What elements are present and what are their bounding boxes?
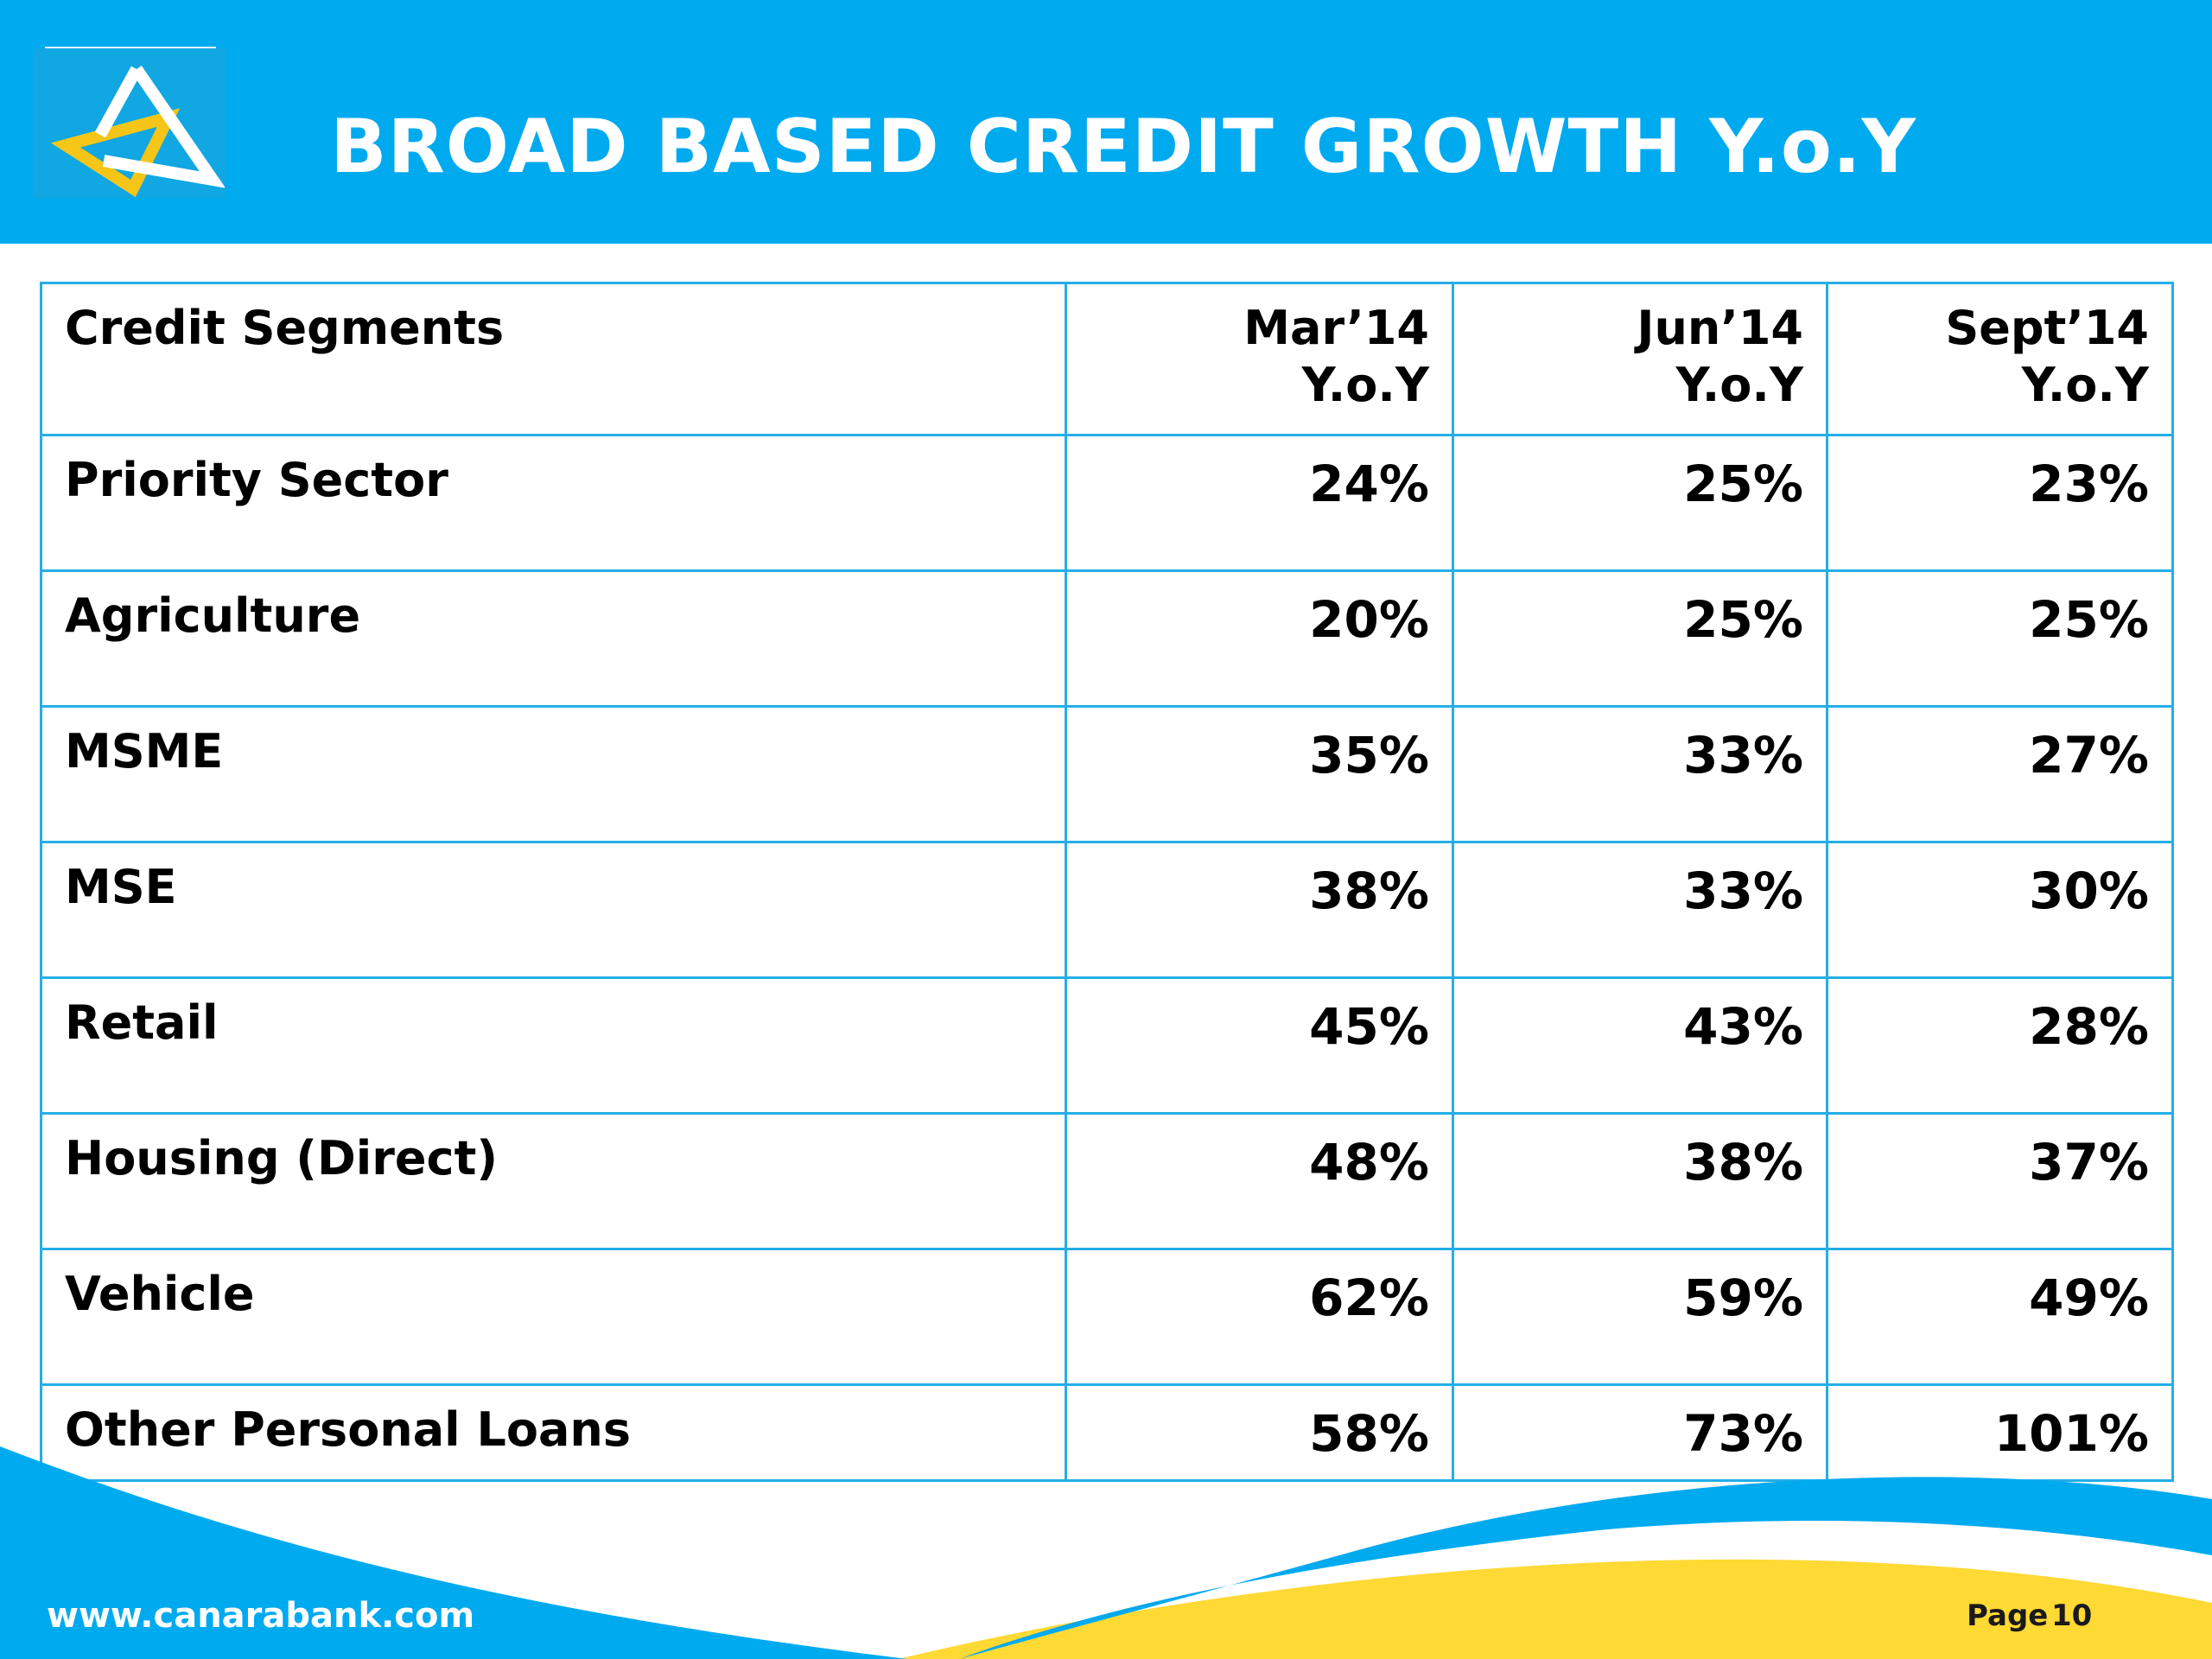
value-cell: 25% xyxy=(1452,434,1828,572)
value-cell: 24% xyxy=(1065,434,1454,572)
slide-title: BROAD BASED CREDIT GROWTH Y.o.Y xyxy=(330,104,1916,190)
table-row: Retail 45% 43% 28% xyxy=(40,976,2174,1115)
value-cell: 49% xyxy=(1826,1248,2174,1386)
header-period: Sept’14 xyxy=(1945,301,2149,355)
value-cell: 38% xyxy=(1065,841,1454,979)
canara-bank-logo-icon xyxy=(50,66,225,197)
table-row: Vehicle 62% 59% 49% xyxy=(40,1248,2174,1386)
value-cell: 62% xyxy=(1065,1248,1454,1386)
value-cell: 35% xyxy=(1065,705,1454,843)
segment-cell: MSME xyxy=(40,705,1067,843)
header-period: Mar’14 xyxy=(1243,301,1429,355)
value-cell: 37% xyxy=(1826,1112,2174,1250)
page-number: 10 xyxy=(2051,1599,2093,1633)
value-cell: 59% xyxy=(1452,1248,1828,1386)
table-row: MSE 38% 33% 30% xyxy=(40,841,2174,979)
segment-cell: Priority Sector xyxy=(40,434,1067,572)
table-row: MSME 35% 33% 27% xyxy=(40,705,2174,843)
header-basis: Y.o.Y xyxy=(1301,358,1429,412)
value-cell: 43% xyxy=(1452,976,1828,1115)
value-cell: 27% xyxy=(1826,705,2174,843)
table-header-row: Credit Segments Mar’14 Y.o.Y Jun’14 Y.o.… xyxy=(40,282,2174,436)
segment-cell: Agriculture xyxy=(40,569,1067,708)
value-cell: 33% xyxy=(1452,705,1828,843)
footer-website: www.canarabank.com xyxy=(47,1596,475,1636)
table-row: Other Personal Loans 58% 73% 101% xyxy=(40,1383,2174,1482)
value-cell: 20% xyxy=(1065,569,1454,708)
value-cell: 33% xyxy=(1452,841,1828,979)
value-cell: 28% xyxy=(1826,976,2174,1115)
value-cell: 25% xyxy=(1826,569,2174,708)
value-cell: 58% xyxy=(1065,1383,1454,1482)
page-label: Page xyxy=(1967,1599,2049,1633)
segment-cell: Vehicle xyxy=(40,1248,1067,1386)
value-cell: 23% xyxy=(1826,434,2174,572)
logo-top-rule xyxy=(45,47,216,48)
header-basis: Y.o.Y xyxy=(1675,358,1803,412)
value-cell: 45% xyxy=(1065,976,1454,1115)
value-cell: 30% xyxy=(1826,841,2174,979)
segment-cell: Retail xyxy=(40,976,1067,1115)
credit-growth-table: Credit Segments Mar’14 Y.o.Y Jun’14 Y.o.… xyxy=(40,282,2174,1482)
value-cell: 101% xyxy=(1826,1383,2174,1482)
header-period: Jun’14 xyxy=(1637,301,1803,355)
table-row: Agriculture 20% 25% 25% xyxy=(40,569,2174,708)
header-jun14: Jun’14 Y.o.Y xyxy=(1452,282,1828,436)
value-cell: 73% xyxy=(1452,1383,1828,1482)
header-mar14: Mar’14 Y.o.Y xyxy=(1065,282,1454,436)
table-row: Priority Sector 24% 25% 23% xyxy=(40,434,2174,572)
segment-cell: MSE xyxy=(40,841,1067,979)
value-cell: 48% xyxy=(1065,1112,1454,1250)
header-basis: Y.o.Y xyxy=(2021,358,2149,412)
value-cell: 38% xyxy=(1452,1112,1828,1250)
footer-wave xyxy=(0,1446,2212,1659)
table-row: Housing (Direct) 48% 38% 37% xyxy=(40,1112,2174,1250)
segment-cell: Other Personal Loans xyxy=(40,1383,1067,1482)
value-cell: 25% xyxy=(1452,569,1828,708)
header-sept14: Sept’14 Y.o.Y xyxy=(1826,282,2174,436)
header-credit-segments: Credit Segments xyxy=(40,282,1067,436)
segment-cell: Housing (Direct) xyxy=(40,1112,1067,1250)
slide-header xyxy=(0,0,2212,244)
